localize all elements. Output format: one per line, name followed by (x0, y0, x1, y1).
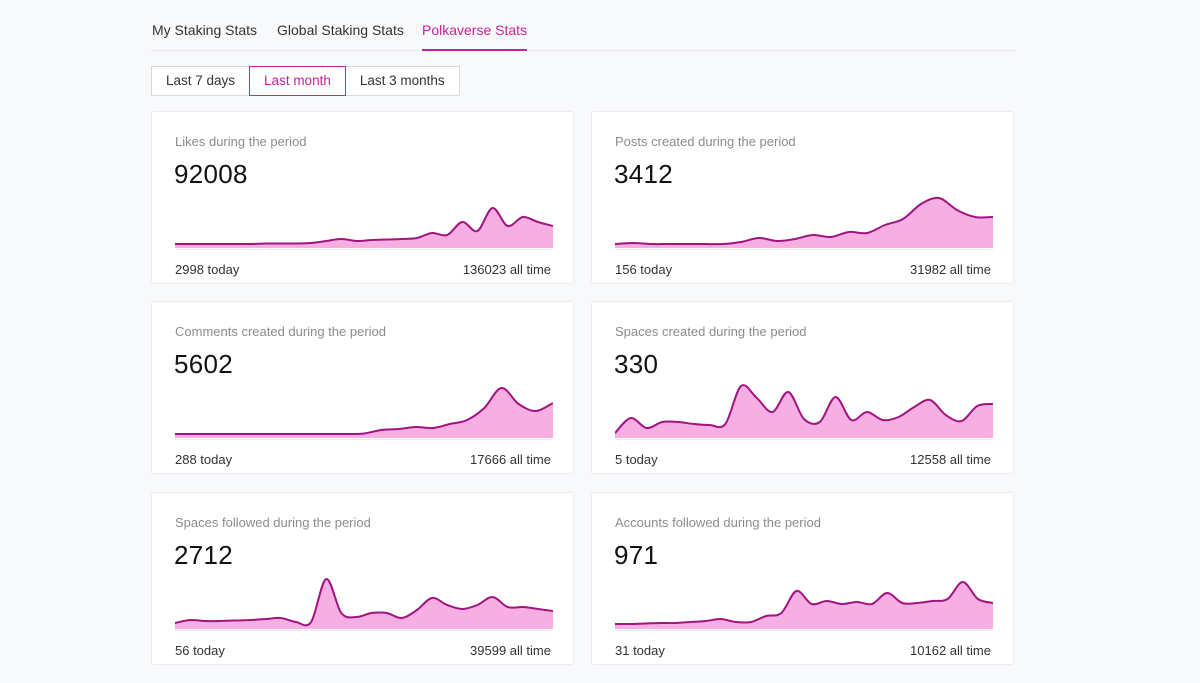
chart-line (175, 387, 553, 436)
stat-card-title: Spaces followed during the period (175, 515, 371, 530)
stat-card-value: 92008 (174, 159, 248, 189)
stat-card-today: 2998 today (175, 262, 240, 277)
card-divider (615, 249, 991, 250)
card-divider (175, 439, 551, 440)
stat-card-title: Posts created during the period (615, 134, 796, 149)
card-divider (175, 249, 551, 250)
stat-card-alltime: 39599 all time (470, 643, 551, 658)
posts-area-chart (615, 196, 993, 248)
stat-card-accounts-followed: Accounts followed during the period 971 … (591, 492, 1014, 665)
chart-area-fill (175, 578, 553, 629)
card-divider (615, 439, 991, 440)
chart-area-fill (615, 385, 993, 438)
chart-area-fill (615, 197, 993, 248)
stat-card-title: Comments created during the period (175, 324, 387, 339)
stat-card-value: 330 (614, 349, 659, 379)
stat-card-value: 971 (614, 540, 659, 570)
stat-card-comments: Comments created during the period 5602 … (151, 301, 574, 474)
stat-card-likes: Likes during the period 92008 2998 today… (151, 111, 574, 284)
card-divider (175, 630, 551, 631)
chart-line (175, 577, 553, 627)
stat-card-value: 5602 (174, 349, 234, 379)
stat-card-value: 3412 (614, 159, 674, 189)
stat-card-value: 2712 (174, 540, 234, 570)
chart-line (615, 580, 993, 626)
period-last-3-months-button[interactable]: Last 3 months (344, 66, 460, 96)
spaces-followed-area-chart (175, 577, 553, 629)
stat-card-title: Spaces created during the period (615, 324, 807, 339)
stat-card-alltime: 17666 all time (470, 452, 551, 467)
stat-card-today: 156 today (615, 262, 673, 277)
chart-line (615, 196, 993, 246)
chart-area-fill (175, 387, 553, 438)
chart-area-fill (175, 207, 553, 248)
period-last-7-days-button[interactable]: Last 7 days (151, 66, 251, 96)
tab-global-staking-stats[interactable]: Global Staking Stats (277, 22, 404, 38)
stat-card-title: Accounts followed during the period (615, 515, 821, 530)
stat-card-today: 5 today (615, 452, 658, 467)
likes-area-chart (175, 207, 553, 248)
card-divider (615, 630, 991, 631)
stat-card-spaces-followed: Spaces followed during the period 2712 5… (151, 492, 574, 665)
comments-area-chart (175, 387, 553, 438)
chart-line (175, 207, 553, 246)
chart-area-fill (615, 582, 993, 629)
tab-polkaverse-stats[interactable]: Polkaverse Stats (422, 22, 528, 51)
period-selector: Last 7 days Last month Last 3 months (151, 66, 460, 96)
chart-line (615, 384, 993, 434)
stat-card-posts: Posts created during the period 3412 156… (591, 111, 1014, 284)
stat-card-title: Likes during the period (175, 134, 307, 149)
stat-card-today: 56 today (175, 643, 225, 658)
stats-tabs: My Staking Stats Global Staking Stats Po… (151, 0, 1016, 51)
period-last-month-button[interactable]: Last month (249, 66, 346, 96)
tab-my-staking-stats[interactable]: My Staking Stats (152, 22, 258, 38)
stat-card-alltime: 12558 all time (910, 452, 991, 467)
stat-card-alltime: 10162 all time (910, 643, 991, 658)
stat-card-today: 288 today (175, 452, 233, 467)
accounts-followed-area-chart (615, 580, 993, 629)
stat-card-alltime: 136023 all time (462, 262, 551, 277)
spaces-created-area-chart (615, 384, 993, 438)
stat-card-alltime: 31982 all time (910, 262, 991, 277)
stat-card-spaces-created: Spaces created during the period 330 5 t… (591, 301, 1014, 474)
stat-card-today: 31 today (615, 643, 665, 658)
